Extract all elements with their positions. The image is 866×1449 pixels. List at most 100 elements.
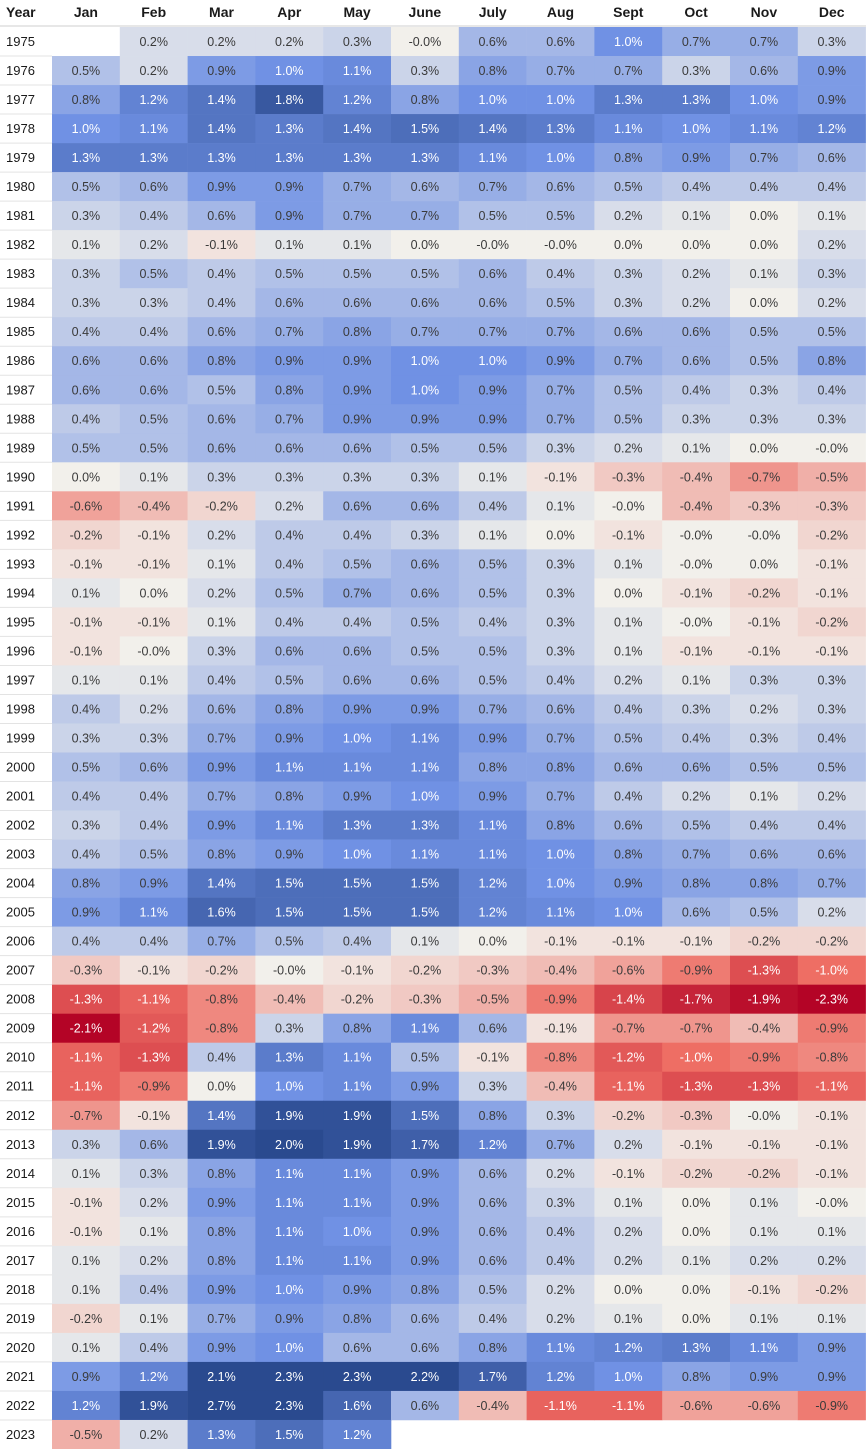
cell-value-label: 0.4%	[207, 1051, 236, 1065]
cell-value-label: 1.0%	[614, 906, 643, 920]
cell-value-label: 0.9%	[275, 180, 304, 194]
heatmap-cell	[119, 375, 188, 405]
heatmap-cell	[730, 317, 799, 347]
cell-value-label: -0.5%	[70, 1428, 103, 1442]
cell-value-label: 0.2%	[139, 1254, 168, 1268]
heatmap-cell	[323, 549, 392, 579]
cell-value-label: 0.9%	[478, 383, 507, 397]
cell-value-label: 0.5%	[139, 441, 168, 455]
heatmap-cell	[119, 346, 188, 376]
heatmap-cell	[662, 1042, 731, 1073]
heatmap-cell	[797, 868, 866, 898]
cell-value-label: 0.9%	[411, 1196, 440, 1210]
cell-value-label: -0.7%	[612, 1022, 645, 1036]
heatmap-cell	[797, 317, 866, 347]
heatmap-cell	[594, 694, 663, 724]
cell-value-label: 0.6%	[478, 35, 507, 49]
cell-value-label: -0.1%	[680, 644, 713, 658]
heatmap-cell	[662, 1071, 731, 1102]
cell-value-label: 0.6%	[478, 267, 507, 281]
cell-value-label: 0.0%	[614, 1283, 643, 1297]
heatmap-cell	[458, 868, 527, 898]
cell-value-label: -0.7%	[748, 470, 781, 484]
cell-value-label: 0.7%	[750, 151, 779, 165]
heatmap-cell	[662, 1390, 731, 1421]
cell-value-label: 0.5%	[478, 586, 507, 600]
heatmap-cell	[52, 810, 121, 840]
cell-value-label: -0.1%	[476, 1051, 509, 1065]
cell-value-label: 0.5%	[343, 267, 372, 281]
heatmap-cell	[187, 636, 256, 666]
cell-value-label: 0.5%	[411, 615, 440, 629]
cell-value-label: -1.9%	[748, 993, 781, 1007]
cell-value-label: 0.9%	[207, 761, 236, 775]
heatmap-cell	[255, 1187, 324, 1218]
year-label: 2006	[6, 934, 35, 949]
cell-value-label: 1.1%	[343, 1254, 372, 1268]
heatmap-cell	[458, 201, 527, 231]
heatmap-cell	[594, 723, 663, 753]
cell-value-label: -0.6%	[680, 1399, 713, 1413]
heatmap-cell	[662, 665, 731, 695]
cell-value-label: 0.8%	[750, 877, 779, 891]
cell-value-label: 0.5%	[275, 935, 304, 949]
cell-value-label: 0.4%	[72, 790, 101, 804]
cell-value-label: 0.6%	[275, 441, 304, 455]
cell-value-label: 0.3%	[750, 731, 779, 745]
heatmap-cell	[119, 56, 188, 86]
heatmap-cell	[594, 1129, 663, 1160]
cell-value-label: 0.8%	[682, 877, 711, 891]
cell-value-label: 0.8%	[411, 1283, 440, 1297]
heatmap-cell	[255, 1013, 324, 1043]
cell-value-label: 0.3%	[614, 267, 643, 281]
heatmap-cell	[52, 1332, 121, 1363]
heatmap-cell	[255, 549, 324, 579]
cell-value-label: 1.4%	[207, 122, 236, 136]
heatmap-cell	[526, 578, 595, 608]
heatmap-cell	[730, 984, 799, 1014]
cell-value-label: -0.3%	[476, 964, 509, 978]
cell-value-label: 0.0%	[750, 209, 779, 223]
heatmap-cell	[391, 114, 460, 144]
heatmap-cell	[255, 172, 324, 202]
heatmap-cell	[255, 491, 324, 521]
cell-value-label: 0.6%	[343, 441, 372, 455]
cell-value-label: 1.9%	[139, 1399, 168, 1413]
cell-value-label: 2.7%	[207, 1399, 236, 1413]
heatmap-cell	[797, 955, 866, 985]
heatmap-cell	[52, 549, 121, 579]
heatmap-cell	[730, 723, 799, 753]
heatmap-cell	[594, 491, 663, 521]
year-label: 2023	[6, 1427, 35, 1442]
heatmap-cell	[594, 868, 663, 898]
heatmap-cell	[119, 1332, 188, 1363]
cell-value-label: 1.1%	[411, 731, 440, 745]
heatmap-cell	[255, 955, 324, 985]
heatmap-cell	[594, 549, 663, 579]
cell-value-label: 0.8%	[546, 761, 575, 775]
cell-value-label: 1.1%	[750, 122, 779, 136]
heatmap-cell	[255, 636, 324, 666]
cell-value-label: 0.5%	[139, 267, 168, 281]
heatmap-cell	[323, 1158, 392, 1189]
cell-value-label: 0.9%	[411, 412, 440, 426]
heatmap-cell	[323, 1274, 392, 1305]
heatmap-cell	[797, 230, 866, 260]
heatmap-cell	[526, 839, 595, 869]
heatmap-cell	[526, 56, 595, 86]
heatmap-cell	[797, 694, 866, 724]
heatmap-cell	[187, 955, 256, 985]
cell-value-label: 0.6%	[411, 557, 440, 571]
cell-value-label: 0.4%	[546, 1225, 575, 1239]
heatmap-cell	[391, 607, 460, 637]
cell-value-label: 0.4%	[139, 819, 168, 833]
heatmap-cell	[52, 578, 121, 608]
year-label: 1985	[6, 324, 35, 339]
cell-value-label: 0.1%	[72, 1254, 101, 1268]
cell-value-label: 0.4%	[72, 412, 101, 426]
cell-value-label: 0.5%	[614, 383, 643, 397]
year-label: 2002	[6, 818, 35, 833]
heatmap-cell	[323, 752, 392, 782]
heatmap-cell	[119, 201, 188, 231]
heatmap-cell	[187, 984, 256, 1014]
